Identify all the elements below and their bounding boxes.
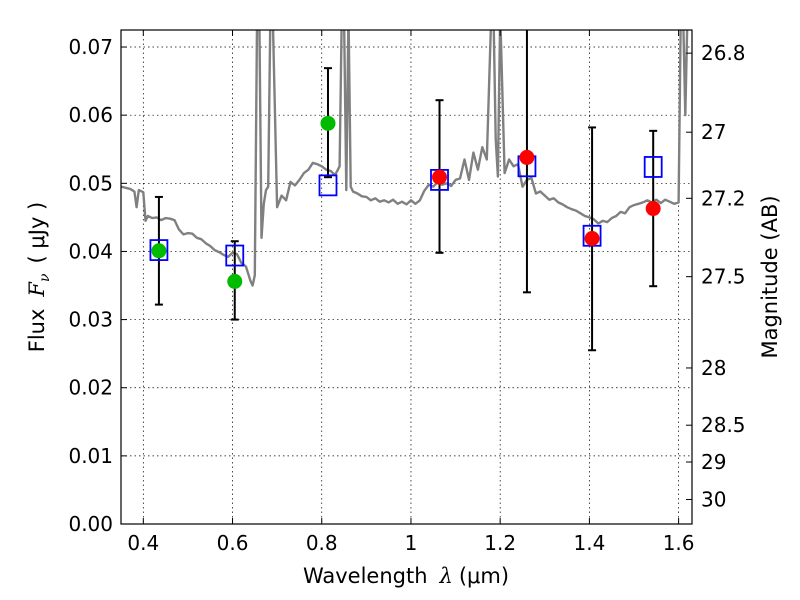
x-tick-label: 0.6 <box>217 531 249 555</box>
observed-flux-series <box>151 115 661 289</box>
model-point <box>225 244 245 267</box>
x-axis-ticks: 0.4 0.6 0.8 1 1.2 1.4 1.6 <box>127 30 695 555</box>
model-point <box>318 174 338 197</box>
y-tick-label: 0.02 <box>68 376 113 400</box>
right-axis-label: Magnitude (AB) <box>758 195 782 358</box>
y-tick-label: 0.04 <box>68 239 113 263</box>
y-axis-label: FluxFν( μJy ) <box>25 202 53 352</box>
x-tick-label: 1 <box>405 531 418 555</box>
right-tick-label: 28.5 <box>701 413 746 437</box>
observed-point <box>519 149 535 165</box>
right-tick-label: 28 <box>701 356 726 380</box>
x-tick-label: 0.8 <box>306 531 338 555</box>
right-tick-label: 27.5 <box>701 265 746 289</box>
observed-point <box>320 115 336 131</box>
y-tick-label: 0.01 <box>68 444 113 468</box>
observed-point <box>227 273 243 289</box>
right-tick-label: 30 <box>701 487 726 511</box>
x-tick-label: 0.4 <box>127 531 159 555</box>
spectrum-series <box>121 30 689 287</box>
y-tick-label: 0.05 <box>68 171 113 195</box>
y-tick-label: 0.03 <box>68 308 113 332</box>
right-tick-label: 26.8 <box>701 41 746 65</box>
right-tick-label: 27 <box>701 120 726 144</box>
x-axis-label: Wavelength λ (μm) <box>303 564 509 588</box>
observed-point <box>584 231 600 247</box>
y-axis-ticks: 0.00 0.01 0.02 0.03 0.04 0.05 0.06 0.07 <box>68 35 127 536</box>
model-point <box>643 156 663 178</box>
observed-point <box>432 169 448 185</box>
x-tick-label: 1.2 <box>484 531 516 555</box>
y-tick-label: 0.07 <box>68 35 113 59</box>
observed-point <box>151 243 167 259</box>
right-tick-label: 27.2 <box>701 186 746 210</box>
y-tick-label: 0.00 <box>68 512 113 536</box>
spectrum-line <box>121 30 689 287</box>
x-tick-label: 1.6 <box>663 531 695 555</box>
x-tick-label: 1.4 <box>573 531 605 555</box>
right-tick-label: 29 <box>701 450 726 474</box>
right-axis-ticks: 26.8 27 27.2 27.5 28 28.5 29 30 <box>686 41 746 511</box>
model-point <box>149 239 169 261</box>
observed-point <box>645 201 661 217</box>
y-tick-label: 0.06 <box>68 103 113 127</box>
